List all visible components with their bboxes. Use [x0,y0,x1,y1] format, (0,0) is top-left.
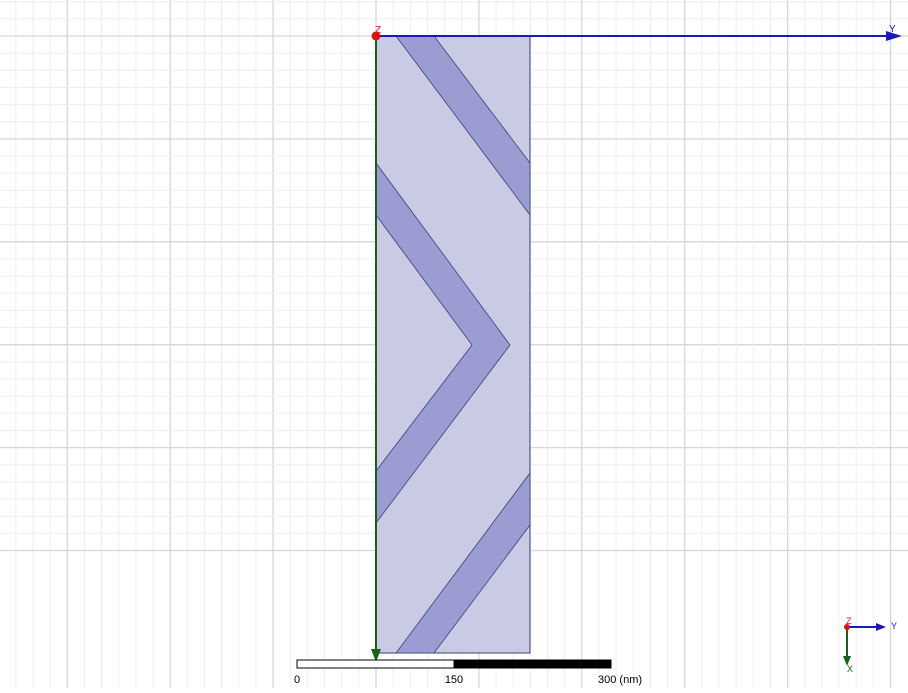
y-axis-label: Y [889,24,896,35]
origin-marker-icon [371,31,381,41]
triad-y-label: Y [891,621,897,631]
scale-label-end: 300 (nm) [598,674,642,686]
scale-bar: 0 150 300 (nm) [294,659,642,686]
axis-triad-icon[interactable]: Y X Z [843,616,897,674]
triad-z-label: Z [846,616,852,626]
triad-x-label: X [847,664,853,674]
global-axes: Y X Z [371,24,902,670]
triad-x-arrow-icon [843,656,851,666]
z-axis-label: Z [375,25,381,36]
scale-label-mid: 150 [445,674,463,686]
geometry-model[interactable] [375,35,531,654]
y-axis-arrow-icon [886,31,902,41]
scale-bar-dark-segment [453,659,612,669]
scale-bar-light-segment [296,659,455,669]
triad-y-arrow-icon [876,623,886,631]
triad-origin-icon [844,624,850,630]
scale-label-start: 0 [294,674,300,686]
x-axis-arrow-icon [371,649,381,662]
diagonal-stripe-bottom[interactable] [395,471,531,654]
